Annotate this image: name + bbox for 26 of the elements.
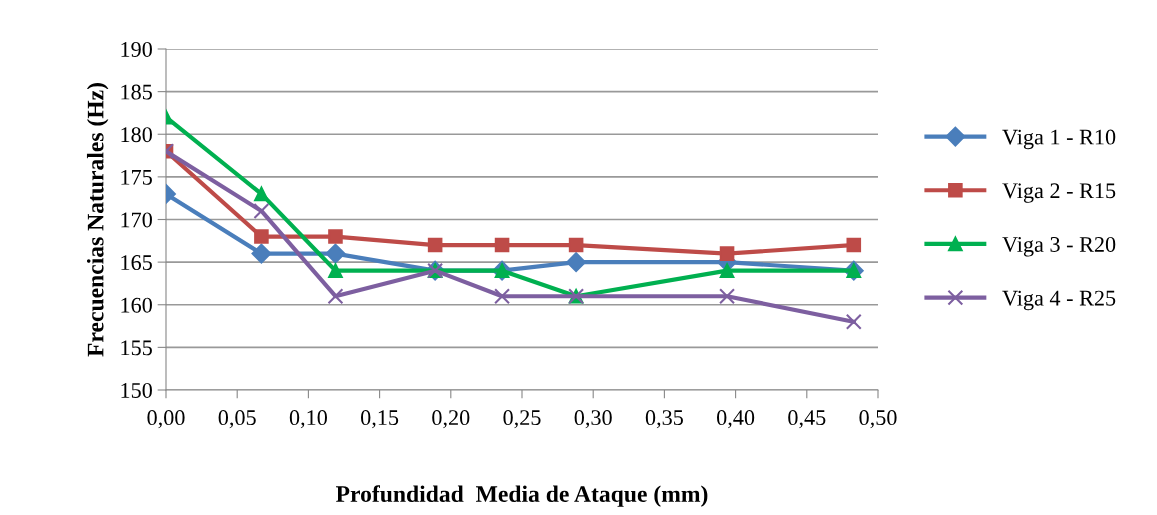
y-tick-label: 155 [121,340,152,356]
legend-label: Viga 1 - R10 [1002,129,1116,150]
legend-label: Viga 2 - R15 [1002,183,1116,203]
y-tick-label: 175 [121,169,152,185]
y-tick-label: 180 [121,127,152,143]
y-tick-label: 190 [121,41,152,57]
x-tick-label: 0,15 [361,410,399,429]
y-tick-label: 165 [121,255,152,271]
y-axis-title: Frecuencias Naturales (Hz) [86,83,109,357]
y-tick-label: 150 [121,382,152,398]
x-tick-label: 0,25 [503,410,541,429]
y-tick-label: 185 [121,84,152,100]
y-tick-label: 160 [121,297,152,313]
legend-label: Viga 3 - R20 [1002,236,1116,257]
x-tick-label: 0,40 [717,410,755,429]
x-tick-label: 0,45 [788,410,826,429]
x-axis-title: Profundidad Media de Ataque (mm) [336,485,708,507]
x-tick-label: 0,05 [218,410,256,429]
x-tick-label: 0,00 [147,410,185,429]
x-tick-label: 0,30 [574,410,612,429]
legend-label: Viga 4 - R25 [1002,290,1116,311]
y-tick-label: 170 [121,212,152,228]
x-tick-label: 0,50 [859,410,897,429]
x-tick-label: 0,20 [432,410,470,429]
x-tick-label: 0,35 [645,410,683,429]
x-tick-label: 0,10 [289,410,327,429]
